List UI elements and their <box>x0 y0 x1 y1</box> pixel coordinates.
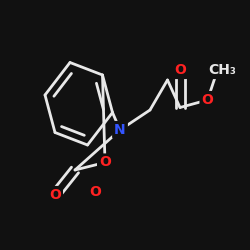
Text: O: O <box>89 186 101 200</box>
Text: N: N <box>114 123 126 137</box>
Text: O: O <box>99 156 111 170</box>
Text: O: O <box>202 93 213 107</box>
Text: O: O <box>49 188 61 202</box>
Text: O: O <box>174 63 186 77</box>
Text: CH₃: CH₃ <box>208 63 236 77</box>
